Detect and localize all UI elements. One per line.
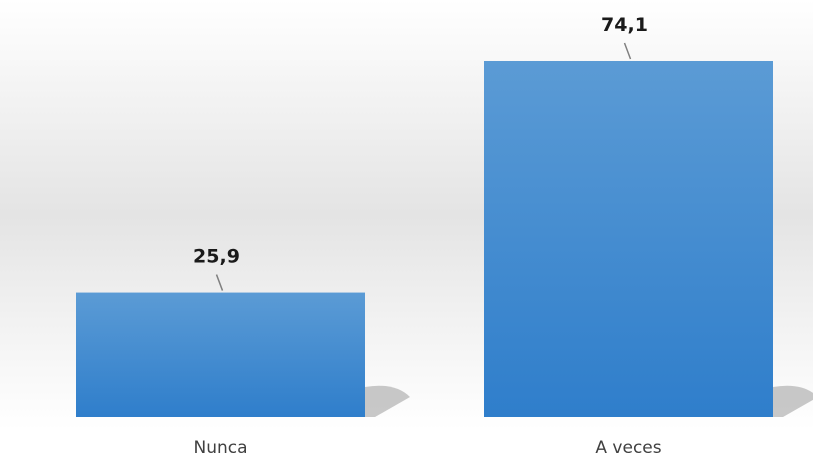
bar-shadow	[365, 385, 410, 417]
category-label: A veces	[595, 438, 661, 458]
data-label: 25,9	[193, 246, 240, 268]
data-label-leader	[623, 42, 632, 60]
category-label: Nunca	[193, 438, 247, 458]
bar-a-veces	[484, 61, 773, 417]
data-label: 74,1	[601, 14, 648, 36]
bar-shadow	[773, 385, 813, 417]
data-label-leader	[215, 274, 224, 291]
bar-nunca	[76, 292, 365, 417]
